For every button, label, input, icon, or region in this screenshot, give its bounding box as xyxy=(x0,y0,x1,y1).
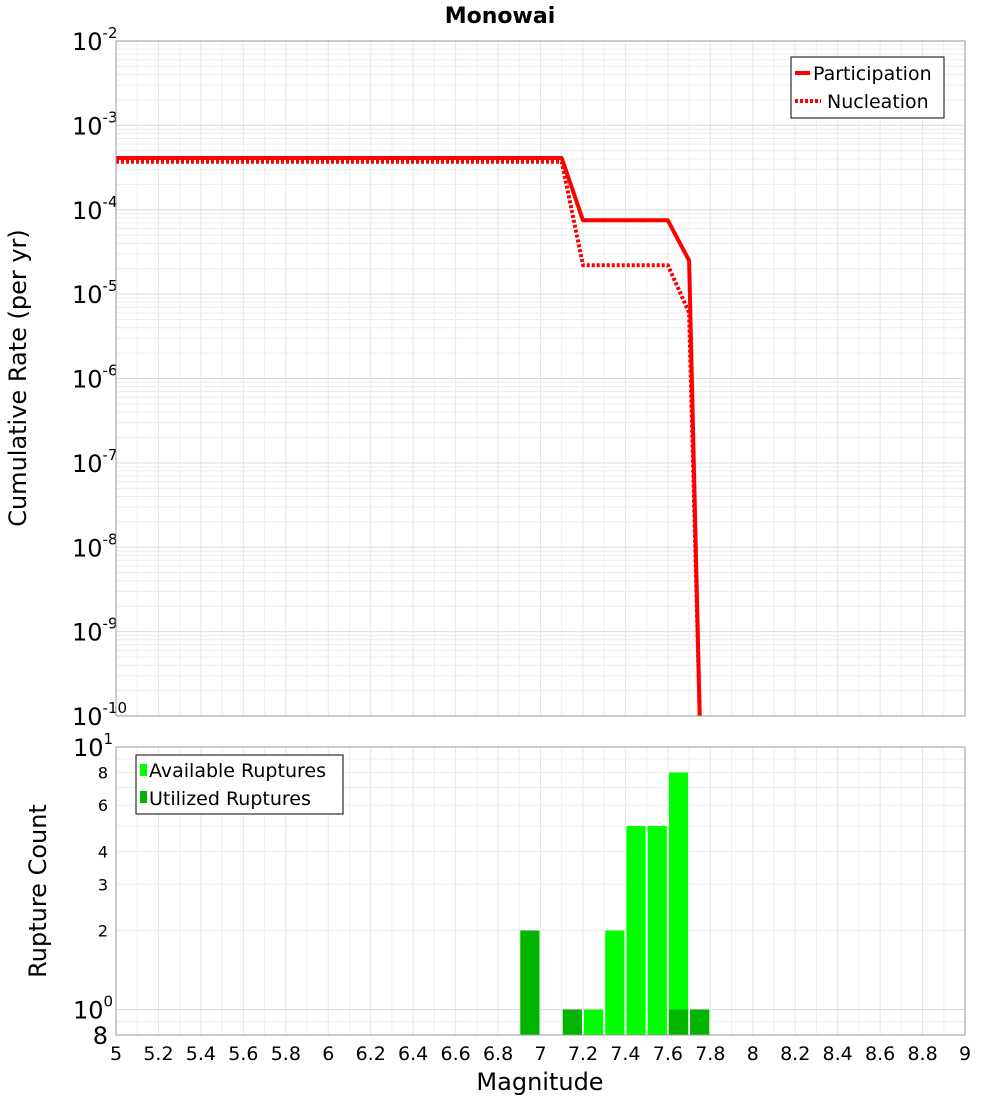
tick-base: 10 xyxy=(72,281,103,309)
bottom-y-minor-tick-label: 4 xyxy=(98,842,108,861)
available-rupture-bar xyxy=(605,930,625,1035)
x-axis-label: Magnitude xyxy=(476,1068,603,1096)
tick-base: 10 xyxy=(73,997,104,1025)
tick-exponent: -9 xyxy=(103,615,118,633)
x-tick-label: 6.2 xyxy=(356,1043,386,1065)
x-tick-label: 8.8 xyxy=(907,1043,937,1065)
top-y-tick-label: 10-8 xyxy=(72,530,118,562)
bottom-legend: Available Ruptures Utilized Ruptures xyxy=(135,754,344,815)
top-y-tick-label: 10-3 xyxy=(72,108,118,140)
x-tick-label: 7.6 xyxy=(653,1043,683,1065)
bottom-legend-box xyxy=(135,754,344,815)
top-y-tick-label: 10-5 xyxy=(72,277,118,309)
bottom-y-floor-tick-label: 8 xyxy=(93,1022,108,1050)
x-tick-label: 5.2 xyxy=(143,1043,173,1065)
x-tick-label: 5.8 xyxy=(271,1043,301,1065)
bottom-y-minor-tick-label: 6 xyxy=(98,796,108,815)
top-y-tick-label: 10-7 xyxy=(72,446,118,478)
top-y-tick-label: 10-10 xyxy=(72,699,127,731)
x-tick-label: 5.4 xyxy=(186,1043,216,1065)
x-tick-label: 5.6 xyxy=(228,1043,258,1065)
top-y-ticks: 10-210-310-410-510-610-710-810-910-10 xyxy=(72,24,127,731)
utilized-legend-swatch xyxy=(140,791,147,803)
available-rupture-bar xyxy=(583,1009,604,1035)
available-legend-swatch xyxy=(140,764,147,776)
x-tick-label: 8 xyxy=(747,1043,759,1065)
available-rupture-bar xyxy=(668,772,689,1035)
top-legend-box xyxy=(790,56,945,119)
x-tick-label: 7.4 xyxy=(610,1043,640,1065)
x-tick-label: 6.4 xyxy=(398,1043,428,1065)
utilized-rupture-bar xyxy=(520,930,540,1035)
tick-exponent: -4 xyxy=(103,193,118,211)
tick-base: 10 xyxy=(72,619,103,647)
tick-exponent: -6 xyxy=(103,362,118,380)
cumulative-rate-panel: 10-210-310-410-510-610-710-810-910-10 Cu… xyxy=(4,24,966,731)
tick-exponent: -2 xyxy=(103,24,118,42)
bottom-y-minor-tick-label: 2 xyxy=(98,922,108,941)
chart-title: Monowai xyxy=(445,4,556,29)
tick-exponent: -5 xyxy=(103,277,118,295)
available-rupture-bar xyxy=(647,826,667,1035)
rupture-bars xyxy=(520,772,710,1035)
tick-exponent: -7 xyxy=(103,446,118,464)
top-y-axis-label: Cumulative Rate (per yr) xyxy=(4,229,32,527)
bottom-y-major-tick-label: 101 xyxy=(73,730,113,762)
tick-base: 10 xyxy=(72,366,103,394)
x-tick-label: 8.2 xyxy=(780,1043,810,1065)
available-legend-label: Available Ruptures xyxy=(149,760,326,782)
x-tick-label: 8.6 xyxy=(865,1043,895,1065)
top-gridlines xyxy=(115,41,966,717)
tick-exponent: 1 xyxy=(104,730,114,748)
bottom-y-minor-tick-label: 8 xyxy=(98,763,108,782)
rate-series xyxy=(116,156,702,717)
x-tick-label: 6.8 xyxy=(483,1043,513,1065)
tick-exponent: -10 xyxy=(103,699,128,717)
tick-exponent: -3 xyxy=(103,108,118,126)
bottom-y-major-tick-label: 100 xyxy=(73,993,113,1025)
tick-exponent: -8 xyxy=(103,530,118,548)
participation-legend-label: Participation xyxy=(813,63,932,85)
utilized-rupture-bar xyxy=(690,1009,710,1035)
tick-base: 10 xyxy=(73,734,104,762)
tick-base: 10 xyxy=(72,450,103,478)
bottom-plot-frame xyxy=(115,746,966,1036)
x-tick-label: 6 xyxy=(322,1043,334,1065)
utilized-rupture-bar xyxy=(668,1009,689,1035)
x-tick-label: 8.4 xyxy=(823,1043,853,1065)
top-y-tick-label: 10-2 xyxy=(72,24,118,56)
tick-base: 10 xyxy=(72,112,103,140)
available-rupture-bar xyxy=(626,826,646,1035)
top-y-tick-label: 10-6 xyxy=(72,362,118,394)
x-tick-label: 7 xyxy=(534,1043,546,1065)
x-tick-label: 6.6 xyxy=(440,1043,470,1065)
x-tick-label: 5 xyxy=(110,1043,122,1065)
tick-base: 10 xyxy=(72,703,103,731)
tick-base: 10 xyxy=(72,28,103,56)
utilized-rupture-bar xyxy=(562,1009,582,1035)
bottom-y-minor-tick-label: 3 xyxy=(98,875,108,894)
x-tick-label: 7.8 xyxy=(695,1043,725,1065)
x-tick-label: 9 xyxy=(959,1043,971,1065)
tick-base: 10 xyxy=(72,534,103,562)
participation-line xyxy=(116,156,702,717)
utilized-legend-label: Utilized Ruptures xyxy=(149,788,311,810)
nucleation-legend-label: Nucleation xyxy=(827,91,929,113)
top-y-tick-label: 10-9 xyxy=(72,615,118,647)
nucleation-line xyxy=(116,159,702,717)
x-tick-label: 7.2 xyxy=(568,1043,598,1065)
tick-base: 10 xyxy=(72,197,103,225)
x-ticks: 5 5.2 5.4 5.6 5.8 6 6.2 6.4 6.6 6.8 7 7.2 7.4 7.6 7.8 8… xyxy=(110,1043,971,1065)
tick-exponent: 0 xyxy=(104,993,114,1011)
top-y-tick-label: 10-4 xyxy=(72,193,118,225)
top-plot-frame xyxy=(115,40,966,717)
top-legend: Participation Nucleation xyxy=(790,56,945,119)
bottom-y-axis-label: Rupture Count xyxy=(24,804,52,978)
